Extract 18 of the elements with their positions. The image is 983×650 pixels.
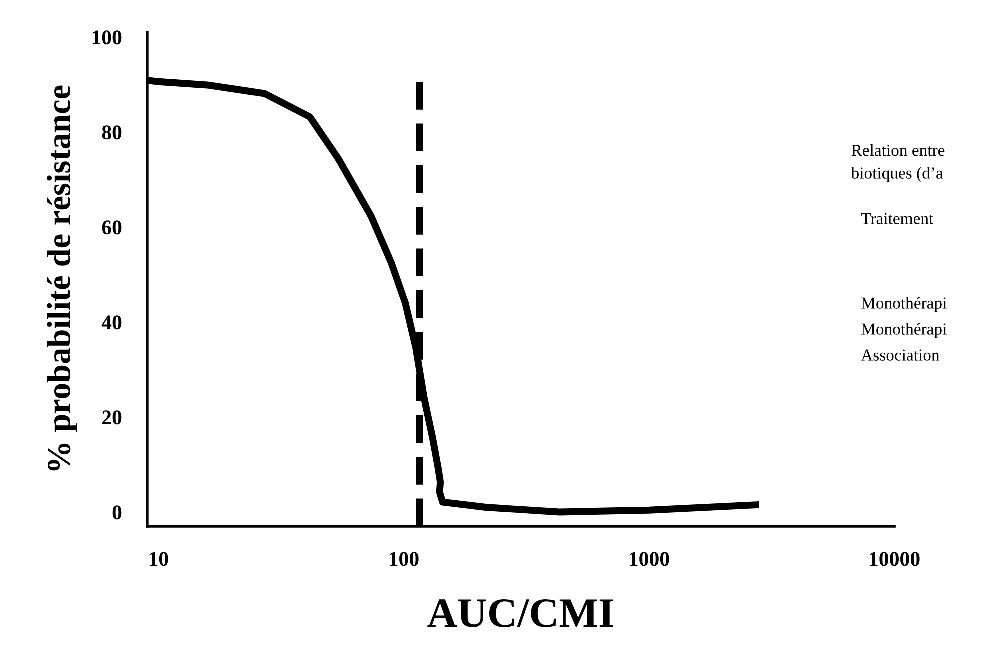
- annotation: Association: [861, 350, 940, 361]
- y-tick-label: 40: [102, 316, 122, 330]
- x-tick-label: 100: [390, 552, 419, 566]
- x-tick-label: 10000: [870, 552, 920, 566]
- y-axis-title: % probabilité de résistance: [47, 86, 78, 471]
- x-tick-label: 10: [150, 552, 168, 566]
- y-tick-label: 60: [102, 220, 122, 235]
- y-tick-label: 20: [102, 410, 122, 425]
- y-tick-label: 100: [92, 30, 122, 45]
- annotation: Monothérapi: [862, 297, 947, 312]
- annotation: Relation entre: [852, 144, 945, 156]
- annotation: Traitement: [861, 213, 934, 224]
- annotation: Monothérapi: [862, 323, 947, 338]
- y-tick-label: 80: [102, 126, 122, 140]
- y-tick-label: 0: [112, 506, 122, 520]
- x-tick-label: 1000: [630, 552, 670, 566]
- annotation: biotiques (d’a: [851, 167, 944, 182]
- x-axis-title: AUC/CMI: [428, 599, 614, 628]
